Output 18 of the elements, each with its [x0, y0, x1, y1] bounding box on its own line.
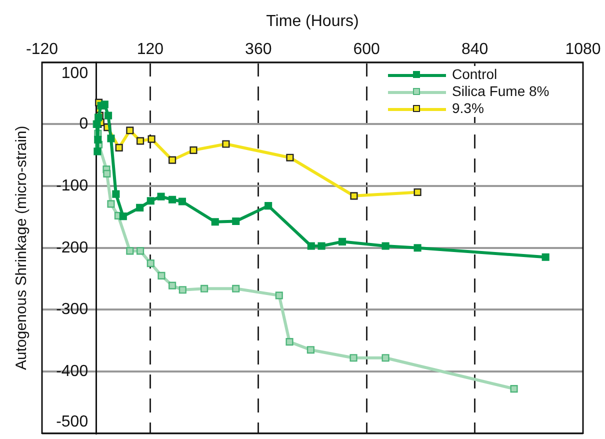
x-tick-label: 360	[245, 41, 272, 58]
legend-label: Control	[452, 66, 498, 84]
y-tick-label: -400	[56, 362, 88, 380]
y-tick-label: -500	[56, 414, 88, 431]
legend-label: 9.3%	[452, 100, 484, 118]
y-axis-title: Autogenous Shrinkage (micro-strain)	[13, 126, 30, 370]
x-tick-label: 840	[461, 41, 488, 58]
x-tick-label: 120	[136, 41, 164, 58]
x-tick-label: -120	[26, 41, 58, 58]
x-tick-label: 1080	[565, 41, 601, 58]
legend-label: Silica Fume 8%	[452, 83, 550, 100]
x-tick-label: 600	[353, 41, 380, 58]
y-tick-label: -100	[56, 177, 88, 194]
y-tick-label: 100	[61, 64, 88, 82]
y-tick-label: -300	[56, 301, 88, 318]
y-tick-label: 0	[79, 116, 88, 133]
y-tick-label: -200	[56, 239, 88, 256]
x-axis-title: Time (Hours)	[266, 13, 359, 30]
